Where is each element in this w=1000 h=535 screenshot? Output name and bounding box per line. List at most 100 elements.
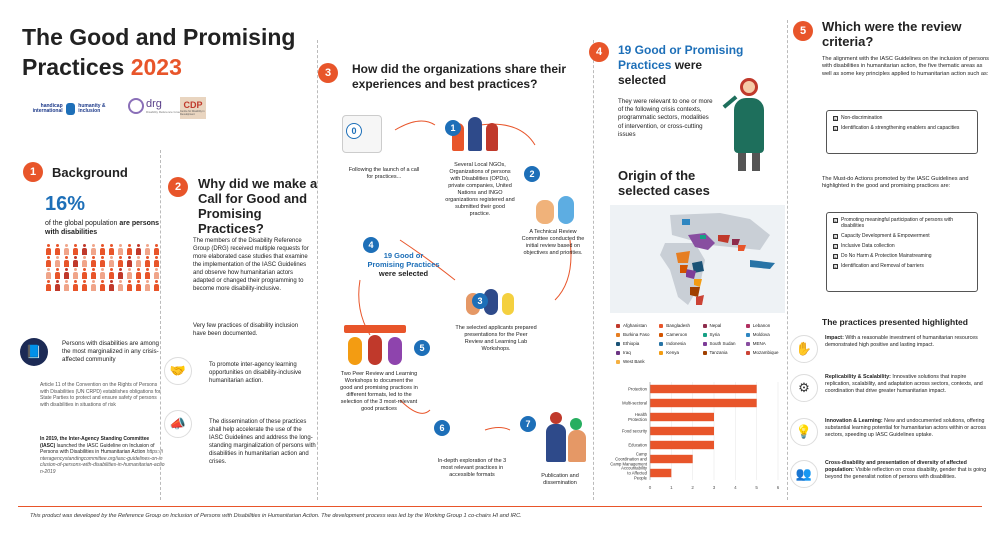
step0-num: 0 — [346, 123, 362, 139]
chart-x-tick: 0 — [649, 485, 652, 490]
legend-swatch — [702, 332, 707, 337]
section2-p4: The dissemination of these practices sha… — [209, 419, 316, 465]
section2-p1: The members of the Disability Reference … — [193, 238, 309, 292]
drg-logo: drg Disability Reference Group — [128, 98, 182, 114]
person-icon — [63, 280, 69, 291]
person-icon — [81, 244, 87, 255]
legend-item: Afghanistan — [616, 322, 656, 329]
chart-bar — [650, 454, 693, 464]
person-icon — [90, 280, 96, 291]
legend-item: Lebanon — [745, 322, 786, 329]
person-icon — [153, 256, 159, 267]
chart-x-tick: 5 — [755, 485, 758, 490]
legend-item: West Bank — [616, 358, 656, 365]
chart-category-label: Food security — [622, 429, 648, 434]
person-icon — [144, 244, 150, 255]
checkbox-icon: ☑ — [833, 254, 838, 259]
step5-illustration — [344, 325, 406, 367]
person-icon — [63, 244, 69, 255]
legend-label: MENA — [752, 341, 766, 346]
legend-label: South Sudan — [709, 341, 736, 346]
step7-num: 7 — [520, 416, 536, 432]
person-icon — [81, 280, 87, 291]
chart-x-tick: 3 — [713, 485, 716, 490]
checkbox-icon: ☑ — [833, 264, 838, 269]
chart-x-tick: 2 — [691, 485, 694, 490]
chart-x-tick: 4 — [734, 485, 737, 490]
person-icon — [126, 256, 132, 267]
criteria-intro1: The alignment with the IASC Guidelines o… — [822, 56, 989, 77]
footer-rule — [18, 506, 982, 507]
person-icon — [126, 268, 132, 279]
book-icon: 📘 — [20, 338, 48, 366]
person-icon — [117, 280, 123, 291]
person-icon — [54, 244, 60, 255]
world-map — [610, 205, 785, 313]
step0-text: Following the launch of a call for pract… — [348, 167, 420, 180]
checkbox-icon: ☑ — [833, 218, 838, 223]
person-icon — [90, 268, 96, 279]
map-mozambique — [696, 295, 704, 305]
legend-swatch — [659, 341, 664, 346]
legend-item: MENA — [745, 340, 786, 347]
chart-bar — [650, 468, 672, 478]
criteria-item: ☑ Promoting meaningful participation of p… — [833, 217, 954, 229]
people-icon: 👥 — [790, 460, 818, 488]
legend-label: Syria — [709, 332, 720, 337]
hand-icon: ✋ — [790, 335, 818, 363]
lightbulb-icon: 💡 — [790, 418, 818, 446]
section1-title: Background — [52, 165, 128, 180]
legend-swatch — [659, 332, 664, 337]
step4-text: 19 Good or Promising Practices were sele… — [367, 251, 440, 278]
person-icon — [90, 244, 96, 255]
section3-badge: 3 — [318, 63, 338, 83]
person-icon — [153, 244, 159, 255]
criteria-item: ☑ Do No Harm & Protection Mainstreaming — [833, 253, 932, 259]
legend-item: Moldova — [745, 331, 786, 338]
title-line2: Practices — [22, 54, 125, 80]
chart-x-tick: 1 — [670, 485, 673, 490]
person-icon — [135, 244, 141, 255]
criteria-item: ☑ Identification & strengthening enablers… — [833, 125, 960, 131]
highlights-title: The practices presented highlighted — [822, 317, 968, 327]
section5-title: Which were the review criteria? — [822, 19, 962, 49]
legend-swatch — [702, 323, 707, 328]
iasc-text: In 2019, the Inter-Agency Standing Commi… — [40, 436, 165, 475]
title-line1: The Good and Promising — [22, 24, 296, 50]
person-icon — [72, 268, 78, 279]
map-bangladesh — [738, 245, 746, 251]
legend-label: Tanzania — [709, 350, 728, 355]
map-ssudan — [686, 269, 696, 279]
legend-label: Afghanistan — [623, 323, 647, 328]
chart-bar — [650, 398, 757, 408]
legend-item: Mozambique — [745, 349, 786, 356]
step2-illustration — [530, 190, 580, 230]
step3-text: The selected applicants prepared present… — [455, 325, 537, 352]
person-icon — [45, 256, 51, 267]
step5-text: Two Peer Review and Learning Workshops t… — [340, 371, 418, 412]
iasc-link[interactable]: https://interagencystandingcommittee.org… — [40, 449, 165, 475]
hi-hand-icon — [65, 103, 76, 115]
step3-num: 3 — [472, 293, 488, 309]
legend-label: Cameroon — [666, 332, 688, 337]
person-icon — [54, 268, 60, 279]
step6-text: In-depth exploration of the 3 most relev… — [437, 458, 507, 478]
person-icon — [117, 268, 123, 279]
legend-label: Lebanon — [752, 323, 771, 328]
step3-illustration — [462, 285, 517, 320]
map-afghanistan — [718, 235, 730, 243]
criteria-intro2: The Must-do Actions promoted by the IASC… — [822, 176, 969, 190]
person-icon — [72, 280, 78, 291]
legend-label: Kenya — [666, 350, 680, 355]
checkbox-icon: ☑ — [833, 116, 838, 121]
person-icon — [126, 244, 132, 255]
person-icon — [99, 244, 105, 255]
person-icon — [144, 280, 150, 291]
section4-text: They were relevant to one or more of the… — [618, 98, 713, 138]
divider-3 — [593, 40, 594, 500]
people-pictogram — [45, 244, 160, 291]
person-icon — [153, 280, 159, 291]
legend-item: Indonesia — [659, 340, 699, 347]
person-icon — [135, 280, 141, 291]
person-icon — [135, 256, 141, 267]
